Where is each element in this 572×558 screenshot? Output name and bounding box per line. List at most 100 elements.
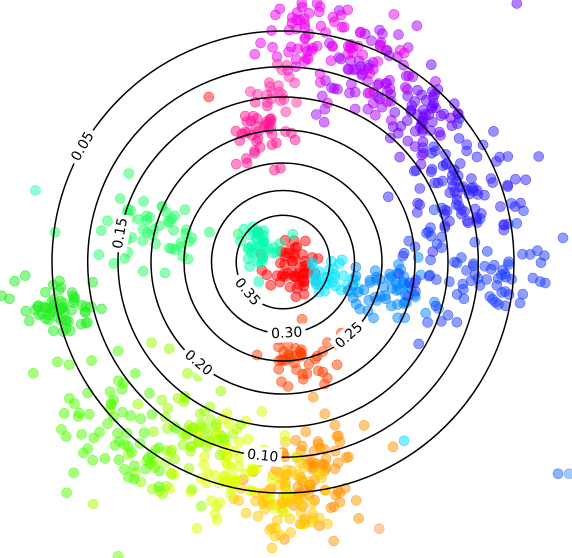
scatter-point (61, 487, 72, 499)
scatter-point (138, 196, 149, 207)
scatter-point (434, 126, 445, 138)
scatter-point (210, 508, 221, 520)
scatter-point (314, 469, 326, 480)
scatter-point (249, 48, 261, 60)
contour-label-background (228, 271, 267, 313)
scatter-point (411, 20, 423, 32)
contour-label-background (329, 316, 370, 356)
scatter-point (347, 280, 359, 292)
scatter-point (83, 408, 95, 420)
scatter-point (146, 409, 158, 420)
scatter-point (283, 46, 294, 58)
scatter-point (296, 313, 308, 325)
scatter-point (437, 160, 449, 172)
scatter-point (364, 275, 376, 286)
scatter-point (535, 257, 547, 269)
scatter-point (271, 514, 283, 526)
scatter-point (403, 70, 415, 82)
scatter-point (178, 396, 190, 407)
scatter-point (520, 174, 532, 186)
contour-ring-0.35 (235, 214, 331, 310)
scatter-point (191, 522, 203, 534)
contour-label-background (177, 343, 219, 383)
scatter-point (342, 4, 354, 16)
scatter-point (164, 343, 175, 355)
contour-label-group: 0.10 (242, 445, 283, 468)
scatter-point (298, 288, 310, 300)
scatter-point (422, 317, 433, 328)
scatter-point (27, 367, 39, 379)
scatter-point (338, 270, 349, 281)
scatter-point (420, 95, 432, 106)
scatter-point (503, 259, 514, 270)
scatter-point (166, 444, 177, 456)
scatter-point (514, 297, 526, 309)
scatter-point (119, 464, 130, 475)
scatter-point (331, 359, 343, 371)
scatter-point (306, 257, 318, 268)
scatter-point (129, 473, 140, 485)
scatter-point (382, 191, 394, 203)
scatter-point (368, 312, 379, 324)
scatter-point (198, 459, 209, 470)
scatter-point (24, 315, 35, 327)
scatter-point (123, 168, 135, 179)
scatter-point (19, 270, 31, 281)
scatter-point (126, 447, 137, 458)
contour-label-group: 0.15 (108, 213, 133, 254)
scatter-point (329, 419, 341, 431)
scatter-point (485, 173, 497, 184)
scatter-point (338, 21, 350, 33)
scatter-point (449, 98, 460, 109)
scatter-point (372, 56, 384, 67)
scatter-point (283, 496, 295, 508)
scatter-point (326, 82, 337, 94)
scatter-point (481, 246, 493, 257)
scatter-point (353, 513, 365, 524)
scatter-point (82, 443, 93, 454)
scatter-point (451, 316, 463, 328)
scatter-point (185, 441, 196, 453)
scatter-point (285, 527, 297, 538)
scatter-point (303, 476, 315, 487)
scatter-point (291, 97, 302, 108)
scatter-point (427, 246, 439, 257)
scatter-point (69, 398, 80, 409)
scatter-point (256, 257, 267, 269)
scatter-point (432, 177, 444, 189)
scatter-point (261, 116, 272, 128)
scatter-point (369, 265, 381, 277)
scatter-point (106, 398, 117, 409)
scatter-point (153, 481, 165, 493)
scatter-point (268, 242, 280, 253)
scatter-point (108, 258, 120, 269)
scatter-point (295, 518, 306, 530)
scatter-point (441, 205, 453, 217)
scatter-point (265, 279, 277, 291)
scatter-point (114, 193, 126, 204)
scatter-point (76, 429, 87, 440)
scatter-point (409, 141, 421, 152)
scatter-point (109, 440, 121, 451)
scatter-point (327, 11, 339, 23)
scatter-point (291, 283, 303, 294)
scatter-point (20, 305, 32, 317)
scatter-point (156, 394, 168, 406)
scatter-point (431, 274, 442, 285)
scatter-point (311, 40, 323, 52)
scatter-point (290, 435, 302, 446)
scatter-point (252, 510, 264, 522)
scatter-point (169, 244, 181, 255)
scatter-point (445, 112, 457, 124)
scatter-point (402, 135, 414, 147)
scatter-point (275, 162, 286, 174)
scatter-point (130, 368, 141, 379)
scatter-point (214, 449, 226, 461)
scatter-point (357, 49, 369, 61)
scatter-point (187, 422, 198, 434)
scatter-point (240, 507, 252, 519)
scatter-point (253, 276, 265, 287)
scatter-point (453, 133, 465, 144)
scatter-point (449, 256, 460, 268)
